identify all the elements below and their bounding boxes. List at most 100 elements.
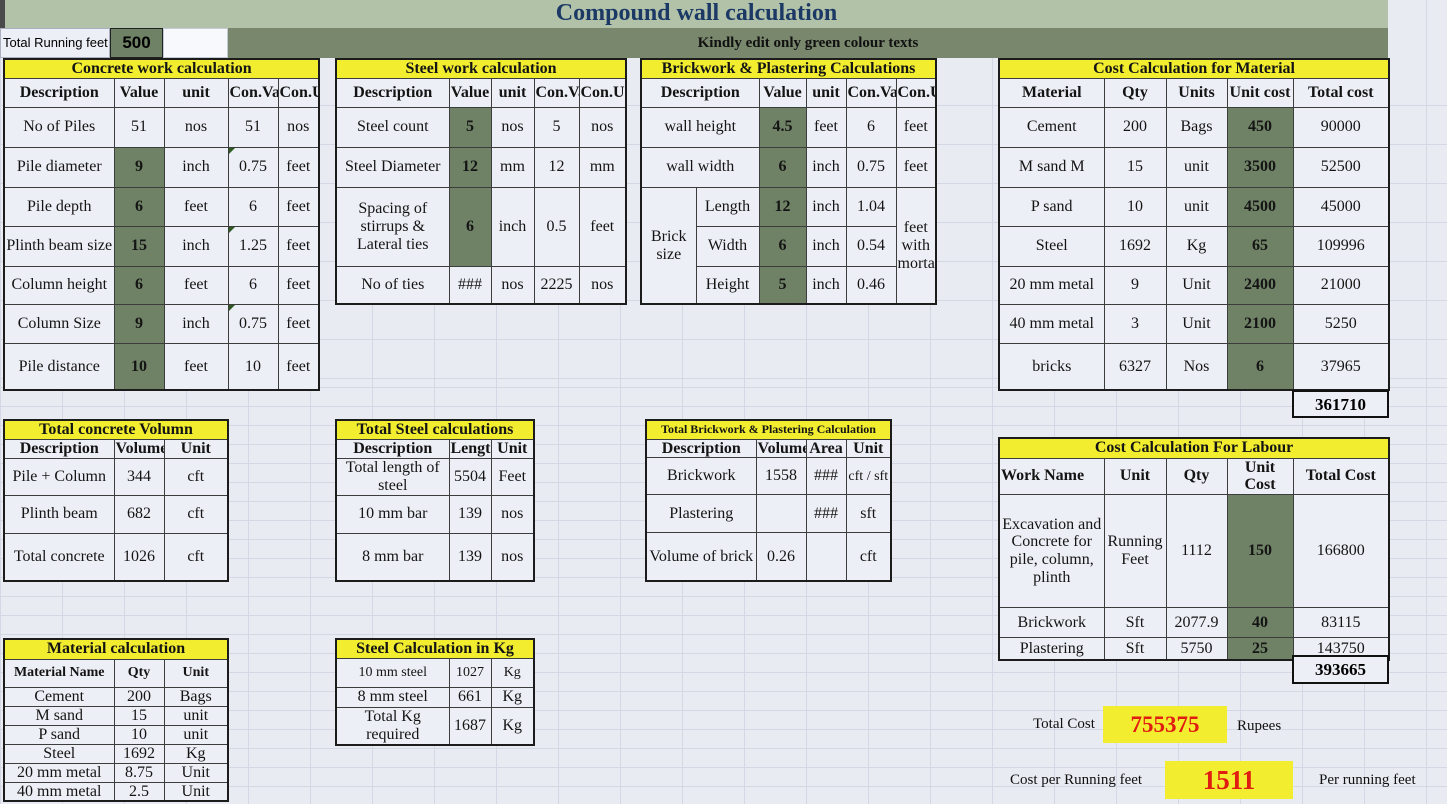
green-input-cell[interactable]: 10 bbox=[113, 342, 165, 391]
qty-cell: 200 bbox=[113, 686, 165, 707]
brickwork-table: Brickwork & Plastering Calculations Desc… bbox=[640, 58, 938, 306]
green-input-cell[interactable]: 150 bbox=[1226, 494, 1294, 609]
column-header: Unit bbox=[1103, 457, 1167, 496]
work-name-cell: Plastering bbox=[998, 637, 1105, 661]
green-input-cell[interactable]: 12 bbox=[758, 186, 807, 227]
corner-block bbox=[0, 0, 5, 28]
green-input-cell[interactable]: 9 bbox=[113, 146, 165, 188]
column-header: Description bbox=[640, 77, 760, 108]
con-value-cell: 0.54 bbox=[845, 225, 897, 267]
column-header: Value bbox=[448, 77, 492, 108]
desc-cell: 8 mm steel bbox=[335, 686, 450, 708]
green-input-cell[interactable]: 2400 bbox=[1226, 265, 1294, 305]
con-value-cell: 6 bbox=[227, 265, 279, 305]
total-cell: 166800 bbox=[1292, 494, 1390, 609]
per-running-feet-label: Per running feet bbox=[1319, 772, 1416, 788]
desc-cell: Volume of brick bbox=[645, 532, 757, 582]
con-unit-cell: feet bbox=[277, 186, 320, 227]
qty-cell: 2.5 bbox=[113, 781, 165, 802]
green-input-cell[interactable]: 25 bbox=[1226, 637, 1294, 661]
unit-cell: feet bbox=[163, 265, 229, 305]
column-header: Unit bbox=[845, 438, 892, 459]
green-input-cell[interactable]: 65 bbox=[1226, 225, 1294, 267]
total-cell: 45000 bbox=[1292, 186, 1390, 227]
unit-cell: cft bbox=[163, 532, 229, 582]
qty-cell: 6327 bbox=[1103, 342, 1167, 391]
unit-cell: cft bbox=[845, 532, 892, 582]
green-input-cell[interactable]: 40 bbox=[1226, 607, 1294, 639]
unit-cell: nos bbox=[163, 106, 229, 148]
green-input-cell[interactable]: 6 bbox=[113, 186, 165, 227]
table-row: Width 6 inch 0.54 bbox=[641, 225, 936, 267]
con-value-cell: 5 bbox=[533, 106, 580, 148]
column-header: Total Cost bbox=[1292, 457, 1390, 496]
green-input-cell[interactable]: 3500 bbox=[1226, 146, 1294, 188]
column-header: Unit cost bbox=[1226, 77, 1294, 108]
table-title: Steel work calculation bbox=[335, 58, 627, 79]
table-row: bricks 6327 Nos 6 37965 bbox=[998, 342, 1390, 391]
units-cell: unit bbox=[1165, 146, 1228, 188]
unit-cell: Kg bbox=[490, 686, 535, 708]
table-row: wall height 4.5 feet 6 feet bbox=[640, 106, 937, 148]
con-value-cell: 0.75 bbox=[845, 146, 897, 188]
column-header: Unit bbox=[163, 438, 229, 459]
length-cell: 139 bbox=[448, 532, 492, 582]
unit-cell: Sft bbox=[1103, 637, 1167, 661]
total-cost-value: 755375 bbox=[1103, 706, 1227, 743]
table-row: Brick size Length 12 inch 1.04 feet with… bbox=[640, 186, 937, 305]
con-unit-cell: feet with mortar bbox=[895, 186, 937, 305]
table-row: Column height 6 feet 6 feet bbox=[3, 265, 320, 305]
units-cell: Unit bbox=[1165, 303, 1228, 344]
desc-cell: Plinth beam size bbox=[3, 225, 115, 267]
column-header: Volume bbox=[755, 438, 807, 459]
unit-cell: feet bbox=[163, 186, 229, 227]
green-input-cell[interactable]: 6 bbox=[448, 186, 492, 267]
table-row: No of Piles 51 nos 51 nos bbox=[3, 106, 320, 148]
green-input-cell[interactable]: 2100 bbox=[1226, 303, 1294, 344]
qty-cell: 5750 bbox=[1165, 637, 1228, 661]
table-row: 40 mm metal 2.5 Unit bbox=[3, 781, 229, 802]
column-header: Description bbox=[3, 77, 115, 108]
green-input-cell[interactable]: 12 bbox=[448, 146, 492, 188]
unit-cell: inch bbox=[163, 225, 229, 267]
volume-cell: 1026 bbox=[113, 532, 165, 582]
qty-cell: 200 bbox=[1103, 106, 1167, 148]
column-header: Units bbox=[1165, 77, 1228, 108]
qty-cell: 1687 bbox=[448, 706, 492, 746]
column-header: Qty bbox=[1103, 77, 1167, 108]
material-cell: P sand bbox=[3, 724, 115, 745]
con-unit-cell: nos bbox=[277, 106, 320, 148]
desc-cell: Spacing of stirrups & Lateral ties bbox=[335, 186, 450, 267]
green-input-cell[interactable]: 4500 bbox=[1226, 186, 1294, 227]
con-value-cell: 2225 bbox=[533, 265, 580, 305]
labour-cost-table: Cost Calculation For Labour Work Name Un… bbox=[998, 437, 1391, 661]
steel-total-table: Total Steel calculations Description Len… bbox=[335, 419, 536, 583]
green-input-cell[interactable]: 5 bbox=[448, 106, 492, 148]
labour-grand-total: 393665 bbox=[1292, 655, 1389, 684]
desc-cell: Steel count bbox=[335, 106, 450, 148]
qty-cell: 661 bbox=[448, 686, 492, 708]
con-value-cell: 6 bbox=[845, 106, 897, 148]
desc-cell: Total Kg required bbox=[335, 706, 450, 746]
green-input-cell[interactable]: 15 bbox=[113, 225, 165, 267]
running-feet-input-cell[interactable]: 500 bbox=[110, 28, 163, 58]
green-input-cell[interactable]: 4.5 bbox=[758, 106, 807, 148]
material-cost-table: Cost Calculation for Material Material Q… bbox=[998, 58, 1391, 392]
green-input-cell[interactable]: 6 bbox=[758, 225, 807, 267]
green-input-cell[interactable]: 6 bbox=[1226, 342, 1294, 391]
unit-cell: inch bbox=[805, 146, 847, 188]
column-header: Con.Unit bbox=[895, 77, 937, 108]
table-row: 20 mm metal 9 Unit 2400 21000 bbox=[998, 265, 1390, 305]
con-unit-cell: nos bbox=[578, 265, 627, 305]
green-input-cell[interactable]: 6 bbox=[113, 265, 165, 305]
green-input-cell[interactable]: 450 bbox=[1226, 106, 1294, 148]
green-input-cell[interactable]: 9 bbox=[113, 303, 165, 344]
value-cell: ### bbox=[448, 265, 492, 305]
green-input-cell[interactable]: 6 bbox=[758, 146, 807, 188]
table-row: Plinth beam size 15 inch 1.25 feet bbox=[3, 225, 320, 267]
material-cell: M sand M bbox=[998, 146, 1105, 188]
edit-note-banner: Kindly edit only green colour texts bbox=[228, 28, 1388, 58]
units-cell: Unit bbox=[1165, 265, 1228, 305]
table-row: P sand 10 unit bbox=[3, 724, 229, 745]
green-input-cell[interactable]: 5 bbox=[758, 265, 807, 305]
